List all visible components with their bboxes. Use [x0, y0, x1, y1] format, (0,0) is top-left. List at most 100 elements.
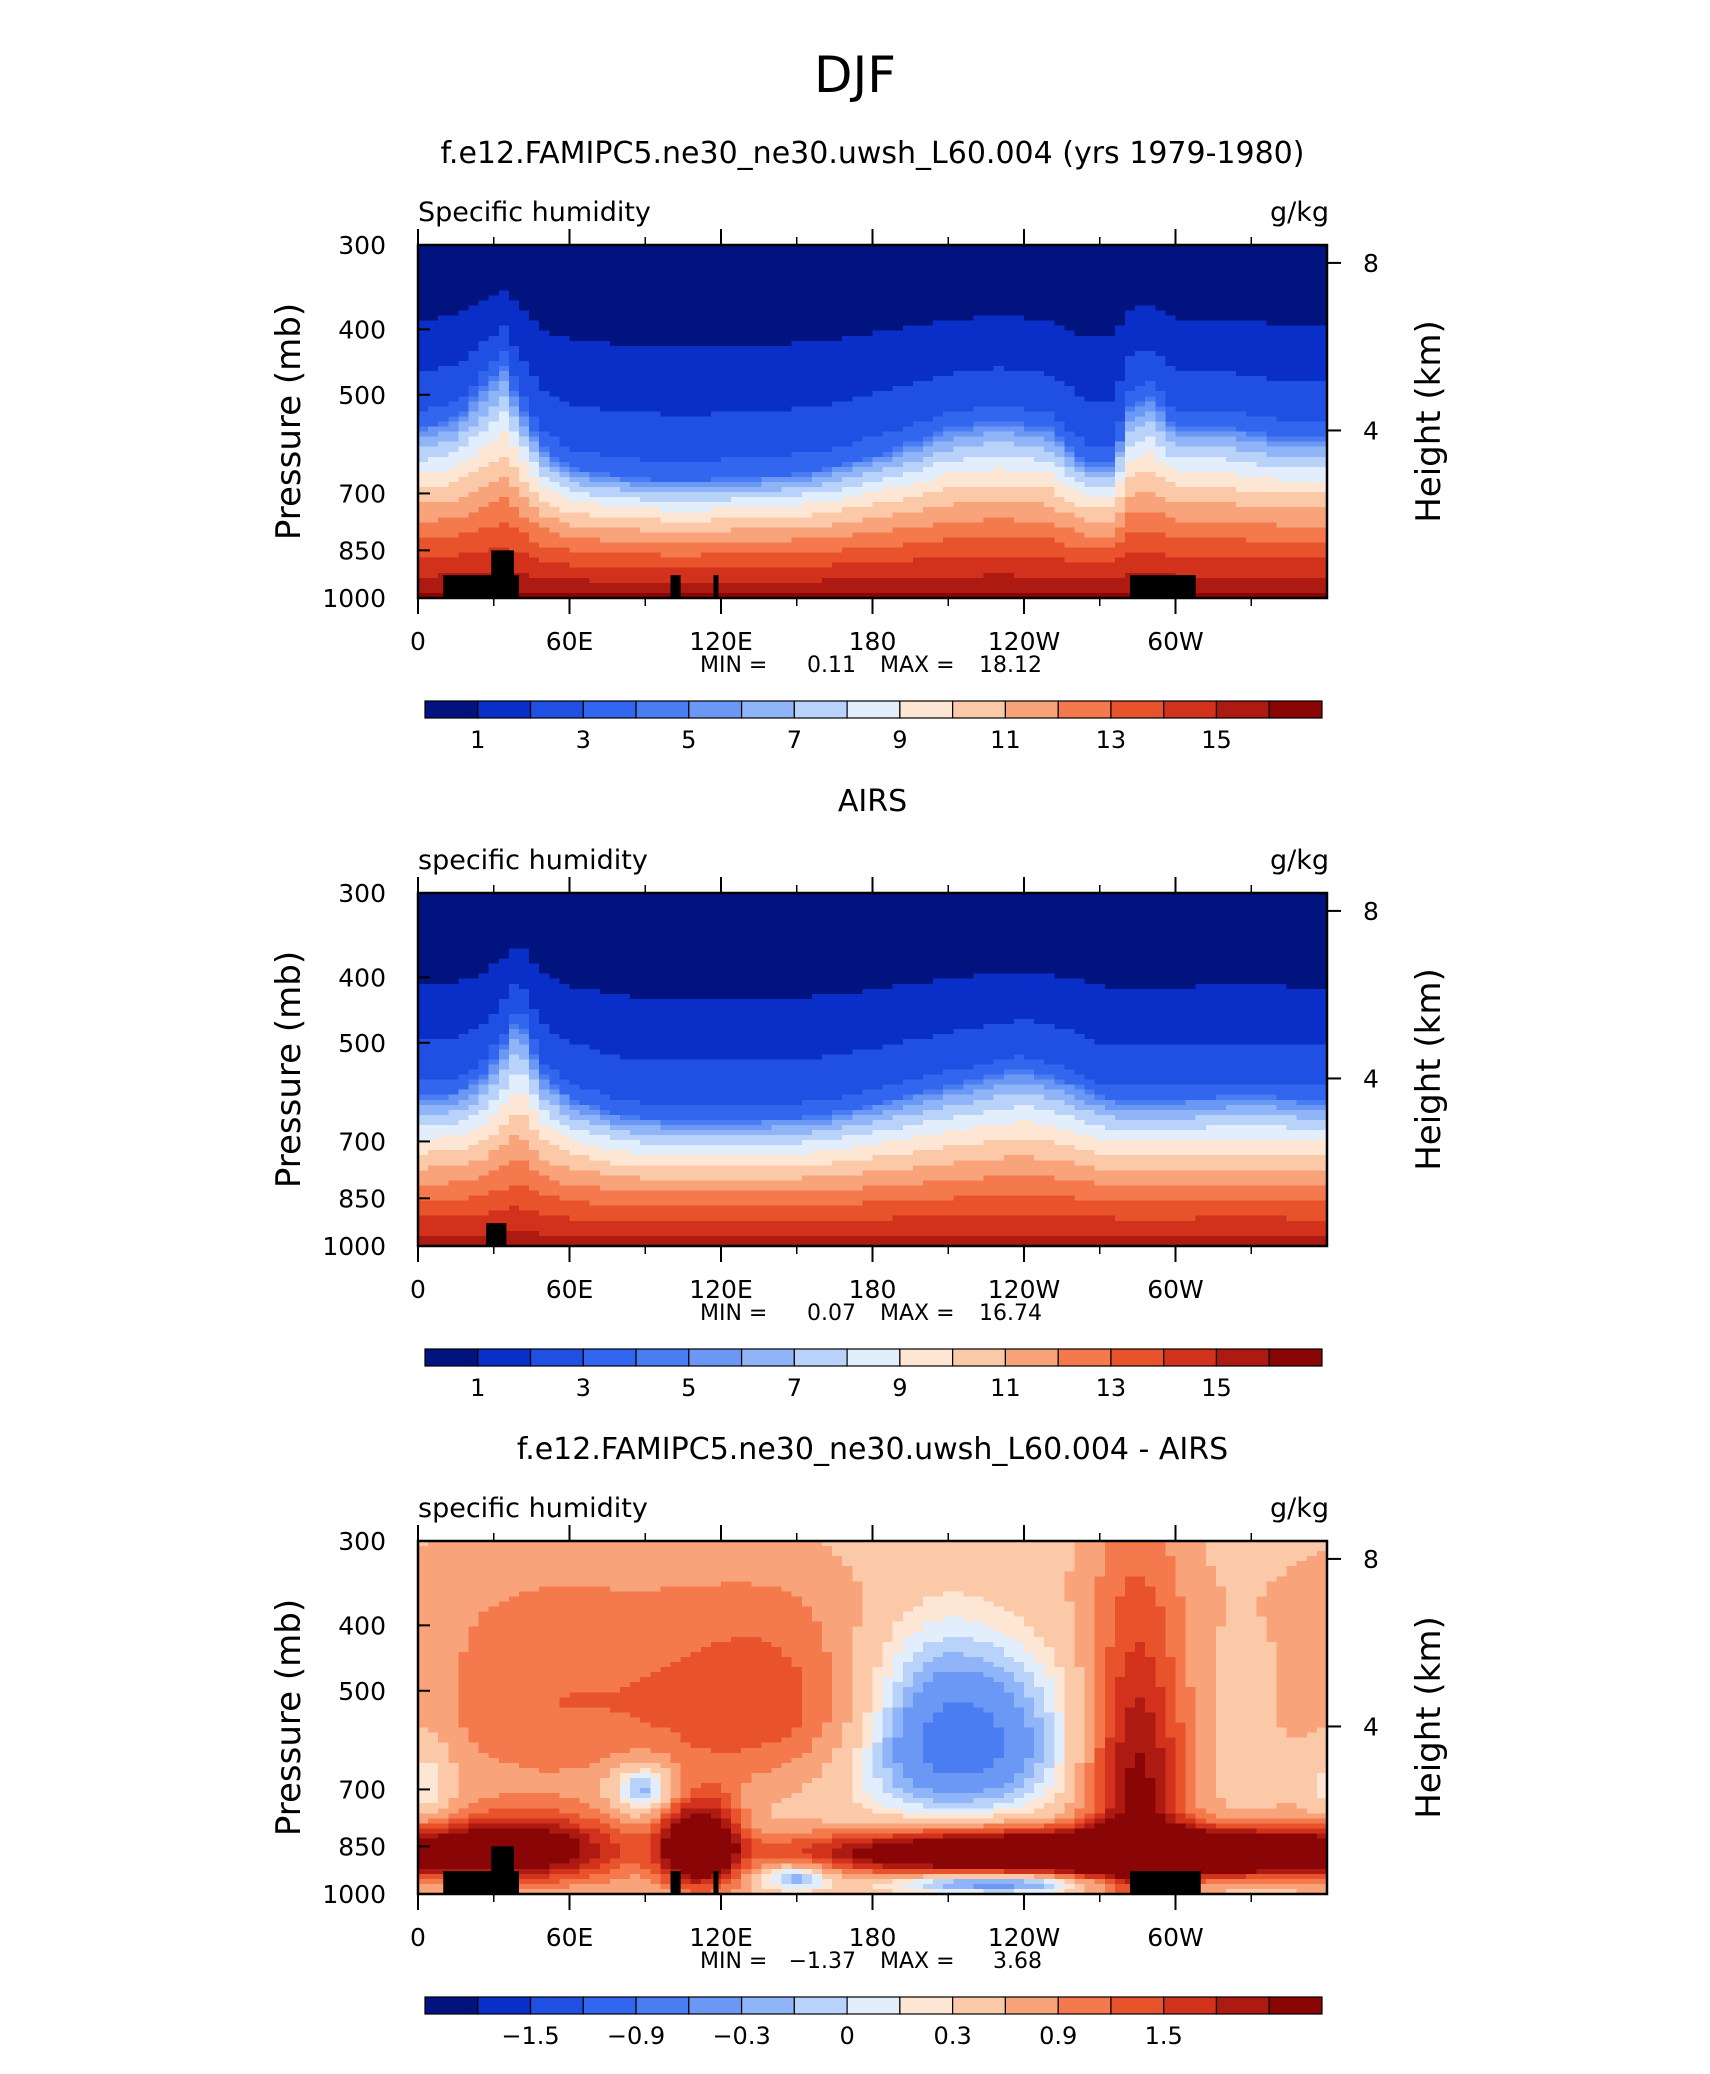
heatmap-cell: [680, 492, 692, 498]
heatmap-cell: [811, 471, 823, 478]
heatmap-cell: [1094, 446, 1106, 453]
heatmap-cell: [680, 406, 692, 413]
heatmap-cell: [872, 436, 884, 443]
heatmap-cell: [690, 280, 702, 286]
heatmap-cell: [1286, 310, 1298, 317]
heatmap-cell: [438, 492, 449, 498]
heatmap-cell: [680, 275, 692, 281]
heatmap-cell: [630, 305, 641, 312]
heatmap-cell: [1296, 376, 1308, 382]
heatmap-cell: [1236, 476, 1247, 483]
heatmap-cell: [690, 497, 702, 503]
heatmap-cell: [448, 482, 459, 488]
heatmap-cell: [1145, 330, 1156, 337]
heatmap-cell: [1195, 310, 1207, 317]
heatmap-cell: [670, 245, 682, 251]
heatmap-cell: [872, 381, 884, 387]
heatmap-cell: [700, 265, 712, 271]
heatmap-cell: [902, 325, 914, 332]
heatmap-cell: [1266, 476, 1278, 483]
heatmap-cell: [993, 265, 1005, 271]
heatmap-cell: [1256, 446, 1267, 453]
heatmap-cell: [488, 245, 500, 251]
heatmap-cell: [458, 305, 470, 312]
heatmap-cell: [680, 386, 692, 392]
heatmap-cell: [599, 285, 611, 291]
heatmap-cell: [983, 280, 995, 286]
heatmap-cell: [620, 431, 631, 438]
heatmap-cell: [1024, 497, 1035, 503]
heatmap-cell: [428, 265, 439, 271]
heatmap-cell: [721, 522, 732, 528]
heatmap-cell: [781, 517, 793, 523]
heatmap-cell: [1125, 376, 1136, 382]
heatmap-cell: [559, 295, 571, 302]
heatmap-cell: [1094, 295, 1106, 302]
heatmap-cell: [973, 265, 985, 271]
heatmap-cell: [1246, 310, 1257, 317]
heatmap-cell: [1185, 406, 1197, 413]
heatmap-cell: [1205, 381, 1217, 387]
heatmap-cell: [690, 451, 702, 458]
heatmap-cell: [519, 295, 530, 302]
heatmap-cell: [498, 245, 510, 251]
heatmap-cell: [902, 441, 914, 448]
heatmap-cell: [953, 476, 964, 483]
heatmap-cell: [448, 391, 459, 397]
heatmap-cell: [771, 285, 783, 291]
heatmap-cell: [549, 275, 560, 281]
heatmap-cell: [912, 416, 924, 423]
heatmap-cell: [791, 451, 803, 458]
heatmap-cell: [1114, 476, 1126, 483]
heatmap-cell: [498, 280, 510, 286]
heatmap-cell: [458, 360, 470, 367]
heatmap-cell: [478, 290, 490, 297]
heatmap-cell: [620, 512, 631, 518]
heatmap-cell: [811, 371, 823, 377]
heatmap-cell: [1024, 280, 1035, 286]
heatmap-cell: [640, 391, 651, 397]
heatmap-cell: [589, 517, 601, 523]
heatmap-cell: [640, 340, 651, 347]
heatmap-cell: [700, 431, 712, 438]
heatmap-cell: [1246, 476, 1257, 483]
heatmap-cell: [721, 260, 732, 266]
heatmap-cell: [1084, 330, 1096, 337]
heatmap-cell: [963, 320, 975, 327]
heatmap-cell: [1286, 461, 1298, 468]
heatmap-cell: [539, 406, 550, 413]
heatmap-cell: [1205, 260, 1217, 266]
heatmap-cell: [1125, 330, 1136, 337]
heatmap-cell: [781, 386, 793, 392]
heatmap-cell: [700, 497, 712, 503]
heatmap-cell: [1246, 260, 1257, 266]
heatmap-cell: [892, 487, 904, 493]
heatmap-cell: [468, 411, 480, 418]
heatmap-cell: [1074, 325, 1086, 332]
heatmap-cell: [1125, 295, 1136, 302]
heatmap-cell: [1044, 451, 1055, 458]
heatmap-cell: [781, 451, 793, 458]
heatmap-cell: [852, 487, 863, 493]
heatmap-cell: [690, 255, 702, 261]
heatmap-cell: [822, 401, 833, 407]
heatmap-cell: [1064, 270, 1076, 276]
heatmap-cell: [781, 305, 793, 312]
heatmap-cell: [1064, 275, 1076, 281]
heatmap-cell: [751, 391, 762, 397]
heatmap-cell: [912, 305, 924, 312]
heatmap-cell: [801, 471, 813, 478]
heatmap-cell: [882, 315, 894, 322]
heatmap-cell: [953, 355, 964, 362]
heatmap-cell: [640, 320, 651, 327]
heatmap-cell: [1094, 517, 1106, 523]
heatmap-cell: [468, 315, 480, 322]
heatmap-cell: [1034, 436, 1045, 443]
heatmap-cell: [700, 436, 712, 443]
heatmap-cell: [983, 325, 995, 332]
heatmap-cell: [1175, 497, 1187, 503]
heatmap-cell: [609, 376, 621, 382]
heatmap-cell: [700, 275, 712, 281]
heatmap-cell: [1013, 295, 1025, 302]
heatmap-cell: [508, 421, 520, 428]
